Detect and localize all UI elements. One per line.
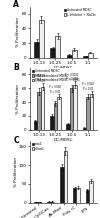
Bar <box>70 88 74 130</box>
Text: B: B <box>13 63 19 72</box>
Bar <box>50 48 55 58</box>
Bar <box>51 202 54 203</box>
Legend: stat1, nStat1: stat1, nStat1 <box>32 142 45 151</box>
Text: P = 0.009
P = 0.009: P = 0.009 P = 0.009 <box>33 74 45 83</box>
Bar <box>89 181 93 203</box>
Legend: Untreated MDSC, L-Inhibitor + NaCln: Untreated MDSC, L-Inhibitor + NaCln <box>64 8 96 17</box>
Bar <box>88 53 93 58</box>
Bar <box>47 202 51 203</box>
Bar <box>55 36 60 58</box>
Bar <box>74 85 77 130</box>
Bar <box>54 104 57 130</box>
Bar <box>60 167 64 203</box>
Text: P = 0.002
P = 0.01: P = 0.002 P = 0.01 <box>82 82 94 91</box>
Bar <box>39 20 44 58</box>
Bar <box>34 121 37 130</box>
Text: A: A <box>13 0 19 9</box>
Y-axis label: % Proliferation: % Proliferation <box>16 17 20 47</box>
Bar <box>38 202 41 203</box>
Y-axis label: % Proliferation: % Proliferation <box>16 84 20 114</box>
Y-axis label: % Proliferation: % Proliferation <box>14 157 18 187</box>
Bar <box>67 55 72 58</box>
Bar <box>41 87 44 130</box>
Bar <box>73 188 76 203</box>
Bar <box>66 124 70 130</box>
Bar <box>76 188 80 203</box>
Bar <box>37 92 41 130</box>
Bar <box>72 50 77 58</box>
Bar <box>50 116 54 130</box>
Text: C: C <box>13 136 19 145</box>
Text: P = 0.002
P = 0.01: P = 0.002 P = 0.01 <box>49 85 61 94</box>
Bar <box>64 151 67 203</box>
Text: P = 0.0002
P = 0.048: P = 0.0002 P = 0.048 <box>65 73 78 81</box>
Bar <box>90 94 93 130</box>
Bar <box>57 97 61 130</box>
Bar <box>83 56 88 58</box>
Bar <box>86 97 90 130</box>
Legend: Untreated MDSC, PMA-stimulated MDSC, PMA-stimulated MDSC + iNH1: Untreated MDSC, PMA-stimulated MDSC, PMA… <box>32 69 80 82</box>
X-axis label: DC:MDSC: DC:MDSC <box>54 138 73 142</box>
X-axis label: DC:MDSC: DC:MDSC <box>54 66 73 70</box>
Bar <box>34 42 39 58</box>
Bar <box>34 202 38 203</box>
Bar <box>83 128 86 130</box>
Bar <box>86 190 89 203</box>
